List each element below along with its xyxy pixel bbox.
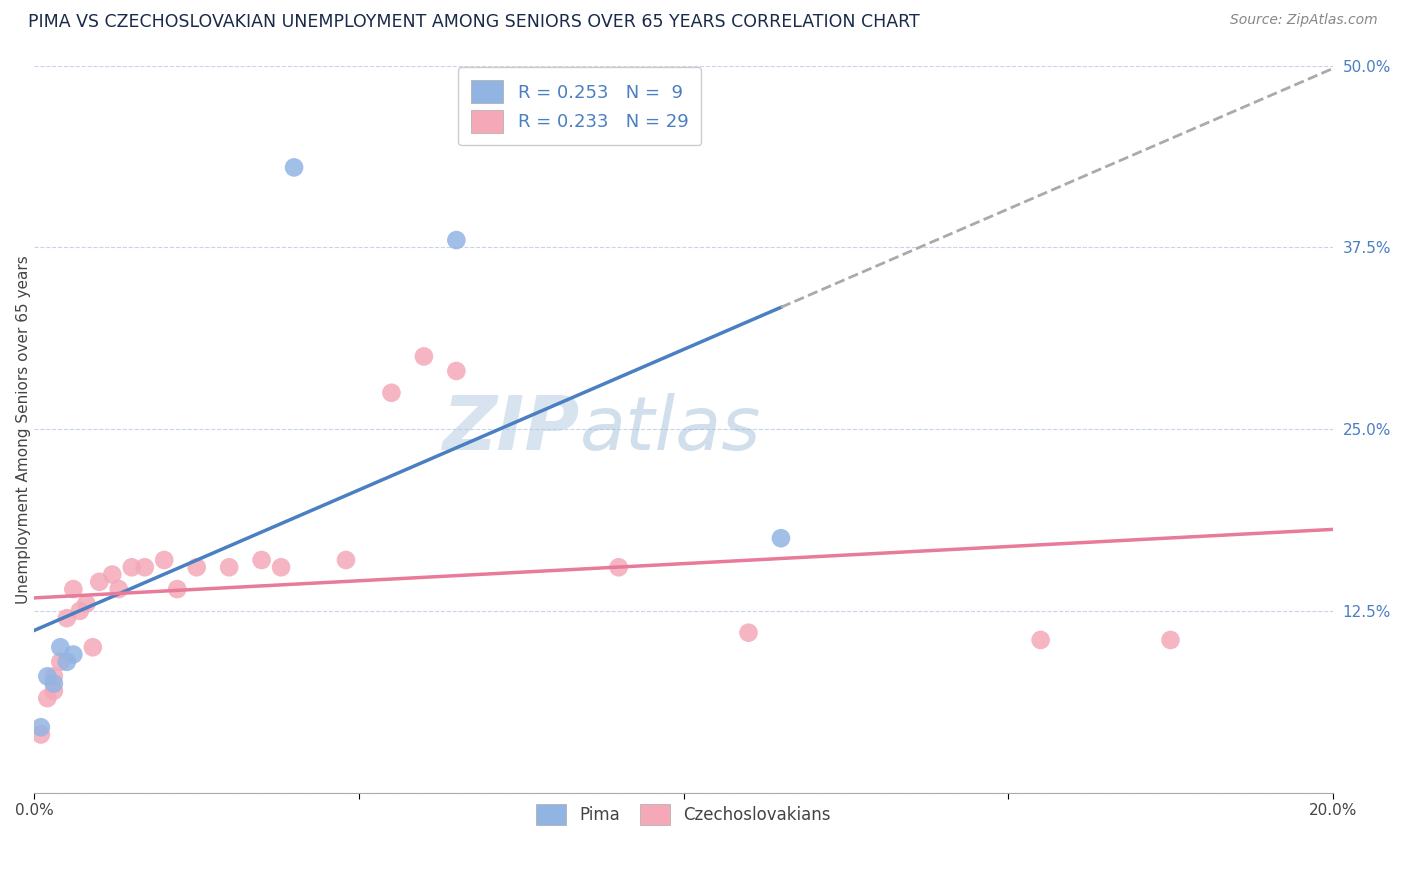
- Point: [107, 582, 129, 596]
- Text: ZIP: ZIP: [443, 392, 579, 466]
- Point: [134, 560, 156, 574]
- Point: [121, 560, 143, 574]
- Point: [166, 582, 188, 596]
- Point: [62, 648, 84, 662]
- Point: [1159, 632, 1181, 647]
- Point: [283, 161, 305, 175]
- Point: [607, 560, 630, 574]
- Point: [49, 640, 72, 655]
- Point: [446, 364, 468, 378]
- Point: [56, 611, 79, 625]
- Point: [49, 655, 72, 669]
- Point: [37, 691, 59, 706]
- Text: PIMA VS CZECHOSLOVAKIAN UNEMPLOYMENT AMONG SENIORS OVER 65 YEARS CORRELATION CHA: PIMA VS CZECHOSLOVAKIAN UNEMPLOYMENT AMO…: [28, 13, 920, 31]
- Point: [446, 233, 468, 247]
- Text: Source: ZipAtlas.com: Source: ZipAtlas.com: [1230, 13, 1378, 28]
- Point: [42, 684, 65, 698]
- Point: [101, 567, 124, 582]
- Point: [30, 720, 52, 734]
- Y-axis label: Unemployment Among Seniors over 65 years: Unemployment Among Seniors over 65 years: [15, 255, 31, 604]
- Point: [380, 385, 402, 400]
- Point: [42, 669, 65, 683]
- Point: [62, 582, 84, 596]
- Text: atlas: atlas: [579, 393, 761, 465]
- Point: [153, 553, 176, 567]
- Point: [69, 604, 91, 618]
- Point: [37, 669, 59, 683]
- Point: [218, 560, 240, 574]
- Point: [30, 727, 52, 741]
- Point: [335, 553, 357, 567]
- Point: [56, 655, 79, 669]
- Point: [270, 560, 292, 574]
- Legend: Pima, Czechoslovakians: Pima, Czechoslovakians: [526, 794, 841, 835]
- Point: [769, 531, 792, 545]
- Point: [186, 560, 208, 574]
- Point: [75, 597, 97, 611]
- Point: [412, 350, 434, 364]
- Point: [1029, 632, 1052, 647]
- Point: [82, 640, 104, 655]
- Point: [737, 625, 759, 640]
- Point: [89, 574, 111, 589]
- Point: [250, 553, 273, 567]
- Point: [42, 676, 65, 690]
